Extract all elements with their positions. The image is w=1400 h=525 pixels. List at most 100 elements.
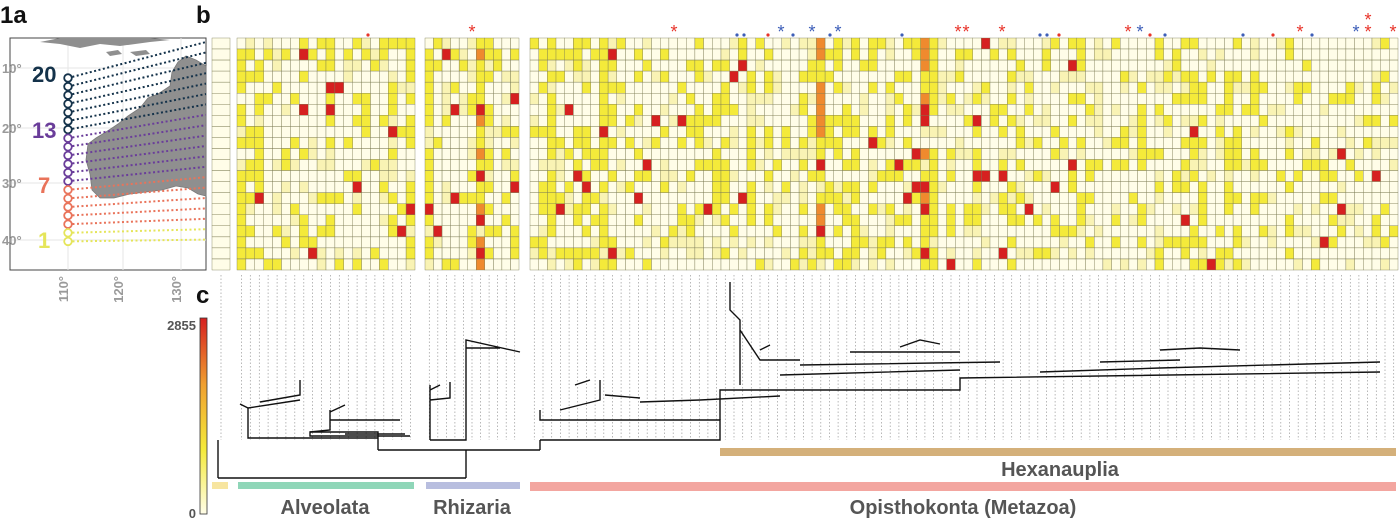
heatmap-cell	[538, 236, 548, 249]
heatmap-cell	[660, 236, 670, 249]
heatmap-cell	[564, 192, 574, 204]
heatmap-cell	[1293, 148, 1303, 160]
heatmap-cell	[1024, 126, 1034, 138]
heatmap-cell	[245, 126, 255, 138]
heatmap-cell	[476, 214, 485, 227]
heatmap-cell	[281, 137, 291, 149]
heatmap-cell	[1059, 159, 1069, 171]
heatmap-cell	[1258, 181, 1268, 193]
heatmap-cell	[1215, 137, 1225, 149]
heatmap-cell	[590, 126, 600, 138]
heatmap-cell	[642, 92, 652, 105]
heatmap-cell	[493, 37, 503, 50]
heatmap-cell	[1041, 92, 1051, 105]
heatmap-cell	[1319, 214, 1329, 227]
heatmap-cell	[263, 70, 273, 83]
heatmap-cell	[903, 258, 913, 271]
heatmap-cell	[955, 81, 965, 94]
heatmap-cell	[599, 247, 609, 260]
heatmap-cell	[972, 92, 982, 105]
heatmap-cell	[1024, 148, 1034, 160]
heatmap-cell	[581, 148, 591, 160]
heatmap-cell	[1354, 192, 1364, 204]
heatmap-cell	[299, 48, 309, 61]
heatmap-cell	[1085, 70, 1095, 83]
heatmap-cell	[388, 214, 398, 227]
heatmap-cell	[1102, 115, 1112, 127]
heatmap-cell	[634, 115, 644, 127]
heatmap-cell	[833, 203, 843, 215]
heatmap-cell	[573, 137, 583, 149]
heatmap-cell	[555, 104, 565, 116]
heatmap-cell	[388, 92, 398, 105]
heatmap-cell	[510, 48, 520, 61]
heatmap-cell	[668, 247, 678, 260]
heatmap-cell	[1015, 37, 1025, 50]
heatmap-cell	[308, 148, 318, 160]
heatmap-cell	[1258, 225, 1268, 238]
heatmap-cell	[764, 148, 774, 160]
heatmap-cell	[564, 137, 574, 149]
heatmap-cell	[668, 148, 678, 160]
heatmap-cell	[625, 59, 635, 72]
heatmap-cell	[388, 258, 398, 271]
heatmap-cell	[903, 148, 913, 160]
heatmap-cell	[1276, 247, 1286, 260]
heatmap-cell	[581, 70, 591, 83]
heatmap-cell	[599, 159, 609, 171]
heatmap-cell	[911, 159, 921, 171]
heatmap-cell	[1224, 203, 1234, 215]
heatmap-cell	[1224, 192, 1234, 204]
heatmap-cell	[581, 170, 591, 182]
heatmap-cell	[1336, 181, 1347, 193]
heatmap-cell	[590, 81, 600, 94]
heatmap-cell	[547, 181, 557, 193]
heatmap-cell	[1380, 214, 1390, 227]
heatmap-cell	[885, 214, 895, 227]
heatmap-cell	[1206, 115, 1216, 127]
heatmap-cell	[833, 258, 843, 271]
heatmap-cell	[433, 181, 443, 193]
heatmap-cell	[263, 181, 273, 193]
group-label-rhizaria: Rhizaria	[433, 497, 512, 519]
heatmap-cell	[937, 258, 947, 271]
heatmap-cell	[1284, 236, 1295, 249]
heatmap-cell	[851, 115, 861, 127]
heatmap-cell	[651, 148, 661, 160]
heatmap-cell	[352, 48, 362, 61]
heatmap-cell	[686, 59, 696, 72]
heatmap-cell	[272, 104, 282, 116]
heatmap-cell	[501, 258, 511, 271]
significance-dot	[791, 33, 795, 37]
heatmap-cell	[1336, 148, 1347, 160]
heatmap-cell	[1215, 92, 1225, 105]
heatmap-cell	[642, 104, 652, 116]
heatmap-cell	[1328, 247, 1338, 260]
heatmap-cell	[1085, 115, 1095, 127]
heatmap-cell	[634, 126, 644, 138]
heatmap-cell	[538, 37, 548, 50]
heatmap-cell	[1007, 214, 1017, 227]
heatmap-cell	[476, 159, 485, 171]
heatmap-cell	[1111, 81, 1121, 94]
heatmap-cell	[493, 214, 503, 227]
heatmap-cell	[712, 181, 722, 193]
heatmap-cell	[920, 247, 930, 260]
heatmap-cell	[388, 225, 398, 238]
heatmap-cell	[529, 59, 539, 72]
heatmap-cell	[397, 192, 407, 204]
heatmap-cell	[1302, 203, 1312, 215]
heatmap-cell	[1363, 59, 1373, 72]
heatmap-cell	[981, 115, 991, 127]
heatmap-cell	[493, 70, 503, 83]
heatmap-cell	[405, 247, 416, 260]
heatmap-cell	[1102, 159, 1112, 171]
heatmap-cell	[1232, 159, 1242, 171]
heatmap-cell	[272, 115, 282, 127]
heatmap-cell	[746, 126, 756, 138]
heatmap-cell	[379, 258, 389, 271]
significance-star: *	[1364, 10, 1371, 30]
heatmap-cell	[963, 70, 973, 83]
heatmap-cell	[1206, 225, 1216, 238]
heatmap-cell	[764, 181, 774, 193]
